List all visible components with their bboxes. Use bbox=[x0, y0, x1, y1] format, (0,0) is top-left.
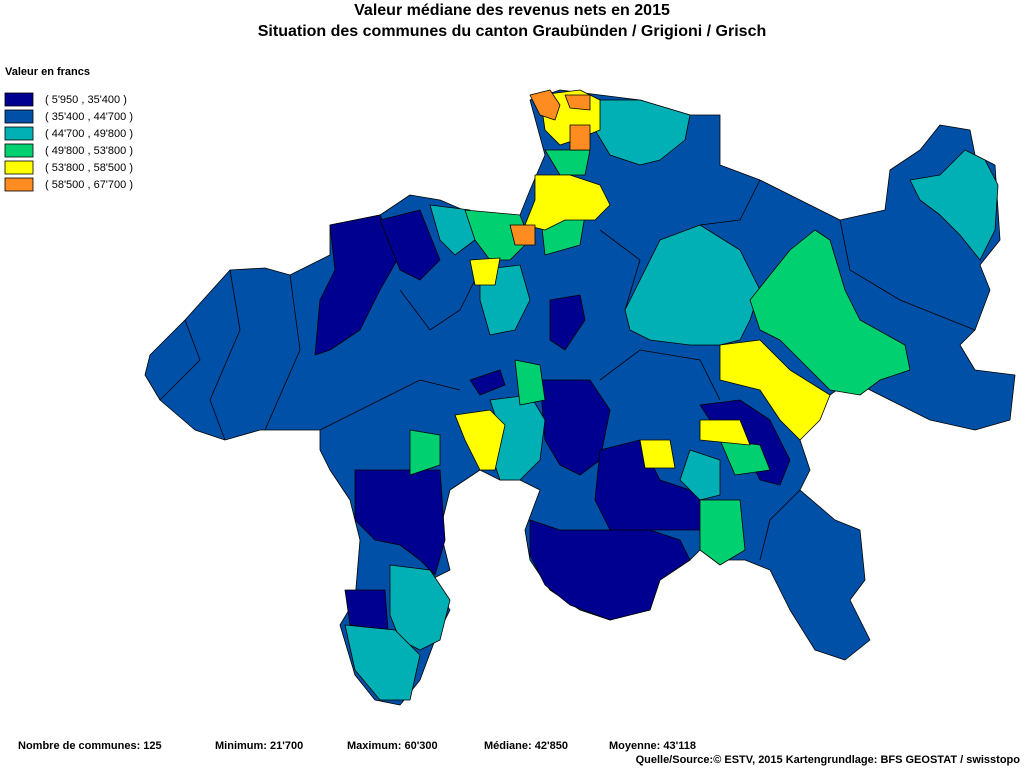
commune bbox=[564, 94, 591, 111]
border bbox=[159, 319, 201, 401]
border bbox=[319, 379, 461, 431]
legend-swatch bbox=[4, 109, 34, 124]
commune bbox=[749, 229, 911, 396]
commune bbox=[344, 589, 389, 631]
commune bbox=[699, 419, 751, 446]
commune bbox=[409, 429, 441, 476]
map-title: Valeur médiane des revenus nets en 2015 bbox=[354, 2, 670, 19]
commune bbox=[909, 149, 999, 261]
border bbox=[599, 229, 641, 311]
commune bbox=[354, 469, 446, 576]
commune bbox=[539, 379, 611, 476]
stat: Médiane: 42'850 bbox=[484, 740, 568, 752]
legend-title: Valeur en francs bbox=[5, 66, 90, 78]
legend-label: ( 58'500 , 67'700 ) bbox=[45, 179, 133, 191]
map-subtitle: Situation des communes du canton Graubün… bbox=[258, 23, 767, 40]
legend-label: ( 49'800 , 53'800 ) bbox=[45, 145, 133, 157]
legend-label: ( 35'400 , 44'700 ) bbox=[45, 111, 133, 123]
legend-label: ( 44'700 , 49'800 ) bbox=[45, 128, 133, 140]
stat: Nombre de communes: 125 bbox=[18, 740, 162, 752]
legend: ( 5'950 , 35'400 ) ( 35'400 , 44'700 ) ( 4… bbox=[4, 92, 133, 192]
commune bbox=[469, 369, 506, 396]
commune bbox=[719, 339, 831, 441]
canton-map bbox=[144, 89, 1016, 706]
commune bbox=[529, 89, 561, 121]
legend-swatch bbox=[4, 143, 34, 158]
commune bbox=[524, 174, 611, 231]
stat: Maximum: 60'300 bbox=[347, 740, 438, 752]
commune bbox=[514, 359, 546, 406]
commune bbox=[549, 294, 586, 351]
legend-swatch bbox=[4, 126, 34, 141]
border bbox=[759, 489, 801, 561]
legend-swatch bbox=[4, 177, 34, 192]
source: Quelle/Source:© ESTV, 2015 Kartengrundla… bbox=[636, 754, 1021, 766]
commune bbox=[509, 224, 536, 246]
commune bbox=[624, 224, 761, 346]
commune bbox=[389, 564, 451, 651]
commune bbox=[569, 124, 591, 151]
footer-stats: Nombre de communes: 125 Minimum: 21'700 Ma… bbox=[18, 740, 696, 752]
commune bbox=[529, 519, 691, 621]
border bbox=[209, 269, 241, 441]
commune bbox=[344, 624, 421, 701]
commune bbox=[379, 209, 441, 281]
commune bbox=[454, 409, 506, 471]
legend-label: ( 53'800 , 58'500 ) bbox=[45, 162, 133, 174]
commune bbox=[699, 499, 746, 566]
legend-swatch bbox=[4, 92, 34, 107]
commune bbox=[594, 99, 691, 166]
legend-swatch bbox=[4, 160, 34, 175]
border bbox=[839, 219, 976, 331]
legend-label: ( 5'950 , 35'400 ) bbox=[45, 94, 127, 106]
commune bbox=[639, 439, 676, 469]
stat: Moyenne: 43'118 bbox=[609, 740, 696, 752]
border bbox=[699, 179, 761, 226]
border bbox=[399, 269, 481, 331]
stat: Minimum: 21'700 bbox=[215, 740, 303, 752]
commune bbox=[429, 204, 476, 256]
commune bbox=[469, 257, 501, 286]
border bbox=[264, 274, 301, 431]
border bbox=[599, 349, 721, 401]
commune bbox=[679, 449, 721, 501]
commune bbox=[464, 209, 531, 261]
